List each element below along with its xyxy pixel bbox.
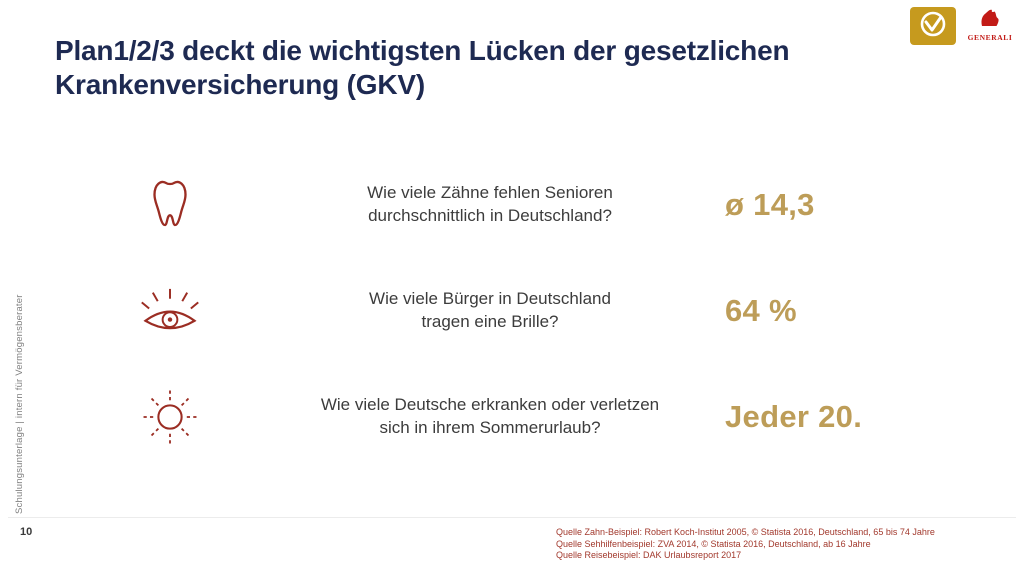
- tooth-icon: [128, 174, 212, 236]
- eye-icon: [128, 284, 212, 338]
- lion-icon: [977, 7, 1003, 32]
- sun-icon: [128, 386, 212, 448]
- page-title: Plan1/2/3 deckt die wichtigsten Lücken d…: [55, 35, 790, 100]
- sidebar-classification-text: Schulungsunterlage | intern für Vermögen…: [14, 294, 25, 514]
- question-text: Wie viele Bürger in Deutschland tragen e…: [369, 289, 611, 331]
- answer-value: ø 14,3: [725, 187, 815, 222]
- fact-row-sun: Wie viele Deutsche erkranken oder verlet…: [0, 372, 1024, 462]
- page-number: 10: [20, 526, 33, 538]
- source-line: Quelle Reisebeispiel: DAK Urlaubsreport …: [556, 550, 742, 561]
- answer-value: 64 %: [725, 293, 797, 328]
- footer-divider: [8, 517, 1016, 518]
- bird-icon: [916, 9, 950, 44]
- question-text: Wie viele Zähne fehlen Senioren durchsch…: [367, 183, 613, 225]
- logo-group: GENERALI: [910, 7, 1014, 45]
- source-notes: Quelle Zahn-Beispiel: Robert Koch-Instit…: [556, 527, 935, 562]
- dvag-logo: [910, 7, 956, 45]
- generali-logo: GENERALI: [966, 7, 1014, 42]
- question-text: Wie viele Deutsche erkranken oder verlet…: [320, 395, 660, 437]
- generali-wordmark: GENERALI: [967, 33, 1013, 42]
- answer-value: Jeder 20.: [725, 399, 863, 434]
- source-line: Quelle Zahn-Beispiel: Robert Koch-Instit…: [556, 527, 935, 537]
- fact-row-tooth: Wie viele Zähne fehlen Senioren durchsch…: [0, 160, 1024, 250]
- fact-row-eye: Wie viele Bürger in Deutschland tragen e…: [0, 266, 1024, 356]
- source-line: Quelle Sehhilfenbeispiel: ZVA 2014, © St…: [556, 538, 871, 549]
